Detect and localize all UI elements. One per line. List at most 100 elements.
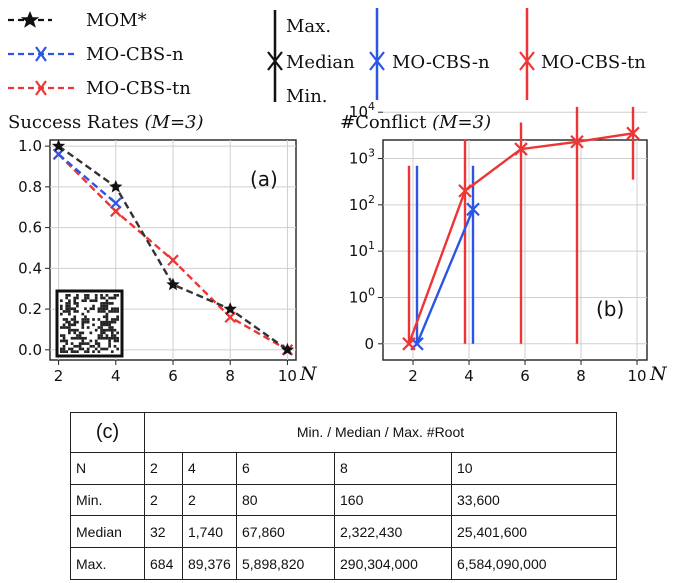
table-cell: 2 [182,483,237,517]
inset-obstacle [89,307,93,311]
root-count-table: (c) Min. / Median / Max. #Root N 2 4 6 8… [70,412,618,580]
table-cell: 10 [450,451,618,485]
inset-obstacle [62,350,66,353]
median-point-x [514,142,528,156]
table-cell: 32 [144,515,183,549]
panel-a-xlabel: N [299,363,318,385]
inset-obstacle [105,294,109,297]
table-cell: 2 [144,451,183,485]
inset-obstacle [81,326,85,329]
inset-obstacle [108,342,111,345]
inset-obstacle [94,328,98,332]
inset-obstacle [113,296,117,300]
inset-obstacle [116,336,119,340]
inset-obstacle [76,334,79,337]
inset-obstacle [97,344,101,348]
inset-obstacle [102,331,106,335]
inset-obstacle [89,299,93,303]
inset-obstacle [102,328,106,332]
inset-obstacle [65,304,69,308]
inset-obstacle [92,307,95,311]
y-tick-label: 103 [349,147,375,168]
table-cell: 290,304,000 [334,547,452,580]
table-cell: 160 [334,483,452,517]
inset-obstacle [100,323,103,327]
inset-obstacle [89,331,93,335]
inset-obstacle [78,344,82,348]
inset-obstacle [97,336,101,340]
inset-obstacle [108,302,111,305]
inset-obstacle [62,310,66,313]
inset-obstacle [65,342,69,345]
x-tick-label: 6 [168,367,178,385]
inset-obstacle [100,334,103,337]
inset-obstacle [97,307,101,311]
inset-obstacle [113,310,117,313]
median-x-marker-icon [519,51,535,71]
inset-obstacle [108,310,111,313]
inset-obstacle [68,326,71,329]
x-tick-label: 4 [111,367,121,385]
y-tick-label: 0.8 [18,178,42,196]
table-panel-label: (c) [70,412,145,453]
inset-obstacle [113,318,117,321]
inset-obstacle [81,312,85,316]
inset-obstacle [94,339,98,343]
inset-obstacle [92,350,95,353]
table-row: Median 32 1,740 67,860 2,322,430 25,401,… [70,515,618,549]
inset-obstacle [84,336,87,340]
inset-obstacle [76,304,79,308]
figure: MOM* MO-CBS-n MO-CBS-tn Max. Median Min.… [8,8,668,385]
inset-obstacle [70,336,74,340]
median-point-x [466,202,480,217]
inset-obstacle [68,312,71,316]
inset-obstacle [65,307,69,311]
legend-range-median: Median [286,52,355,73]
inset-obstacle [84,299,87,303]
inset-obstacle [68,294,71,297]
panel-b-xlabel: N [649,363,668,385]
inset-obstacle [68,307,71,311]
inset-obstacle [76,294,79,297]
inset-obstacle [70,342,74,345]
inset-obstacle [73,323,77,327]
inset-obstacle [68,310,71,313]
inset-obstacle [105,334,109,337]
inset-obstacle [100,304,103,308]
y-tick-label: 1.0 [18,137,42,155]
inset-obstacle [100,328,103,332]
panel-a-title: Success Rates (M=3) [8,112,204,133]
inset-obstacle [105,347,109,351]
inset-obstacle [73,344,77,348]
inset-obstacle [105,320,109,324]
table-cell: 33,600 [450,483,618,517]
inset-obstacle [73,350,77,353]
inset-obstacle [92,304,95,308]
inset-obstacle [110,331,114,335]
inset-obstacle [60,299,63,303]
inset-obstacle [116,347,119,351]
inset-obstacle [81,320,85,324]
inset-obstacle [110,350,114,353]
inset-obstacle [76,302,79,305]
inset-obstacle [78,347,82,351]
table-cell: 1,740 [182,515,237,549]
inset-obstacle [100,294,103,297]
inset-obstacle [76,320,79,324]
inset-obstacle [97,310,101,313]
panel-b-title: #Conflict (M=3) [340,112,491,133]
inset-obstacle [100,331,103,335]
inset-obstacle [78,334,82,337]
inset-obstacle [102,315,106,319]
data-point-x [167,254,179,266]
inset-obstacle [73,302,77,305]
inset-obstacle [62,334,66,337]
x-tick-label: 4 [464,367,474,385]
table-row: N 2 4 6 8 10 [70,451,618,485]
inset-obstacle [105,299,109,303]
panel-b-label: (b) [596,297,624,321]
inset-obstacle [105,315,109,319]
table-cell: 80 [236,483,335,517]
inset-obstacle [65,296,69,300]
